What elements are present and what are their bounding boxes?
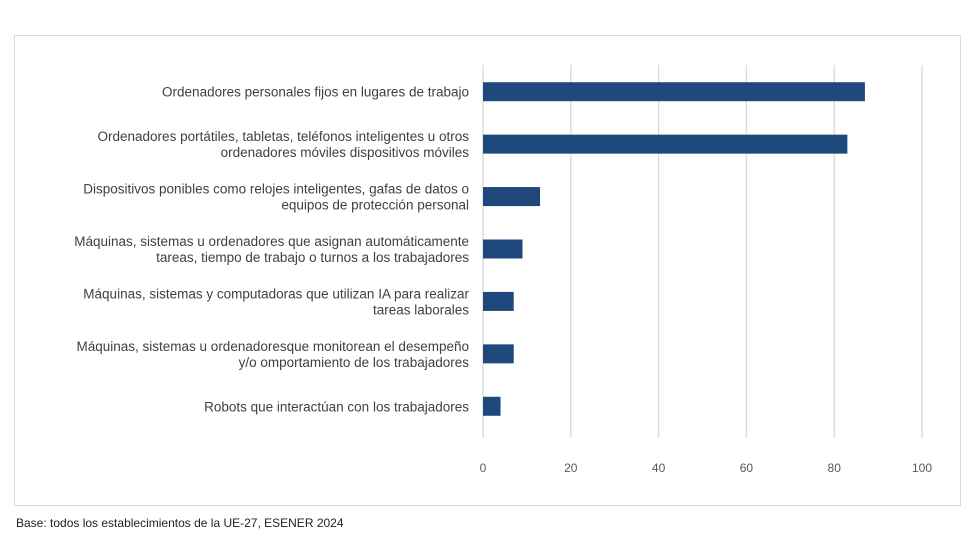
x-tick-label: 100 — [912, 461, 932, 475]
category-label: ordenadores móviles dispositivos móviles — [221, 145, 470, 160]
x-tick-label: 20 — [564, 461, 578, 475]
bar — [483, 344, 514, 364]
bar — [483, 134, 848, 154]
x-tick-label: 80 — [828, 461, 842, 475]
category-label: y/o omportamiento de los trabajadores — [239, 355, 470, 370]
category-label: Ordenadores portátiles, tabletas, teléfo… — [98, 129, 470, 144]
category-label: Ordenadores personales fijos en lugares … — [162, 85, 469, 100]
category-label: tareas, tiempo de trabajo o turnos a los… — [156, 250, 469, 265]
bar — [483, 239, 523, 259]
category-label: Dispositivos ponibles como relojes intel… — [83, 182, 469, 197]
category-label: Máquinas, sistemas u ordenadoresque moni… — [77, 339, 470, 354]
x-tick-label: 60 — [740, 461, 754, 475]
chart-frame — [14, 35, 961, 506]
bar — [483, 396, 501, 416]
x-tick-label: 0 — [480, 461, 487, 475]
x-tick-label: 40 — [652, 461, 666, 475]
category-label: Máquinas, sistemas y computadoras que ut… — [83, 286, 469, 301]
bar — [483, 291, 514, 311]
bar — [483, 82, 865, 102]
bar — [483, 187, 541, 207]
category-label: Máquinas, sistemas u ordenadores que asi… — [74, 234, 469, 249]
category-label: equipos de protección personal — [281, 198, 469, 213]
category-label: Robots que interactúan con los trabajado… — [204, 399, 469, 414]
footnote: Base: todos los establecimientos de la U… — [16, 516, 344, 530]
category-label: tareas laborales — [373, 302, 469, 317]
